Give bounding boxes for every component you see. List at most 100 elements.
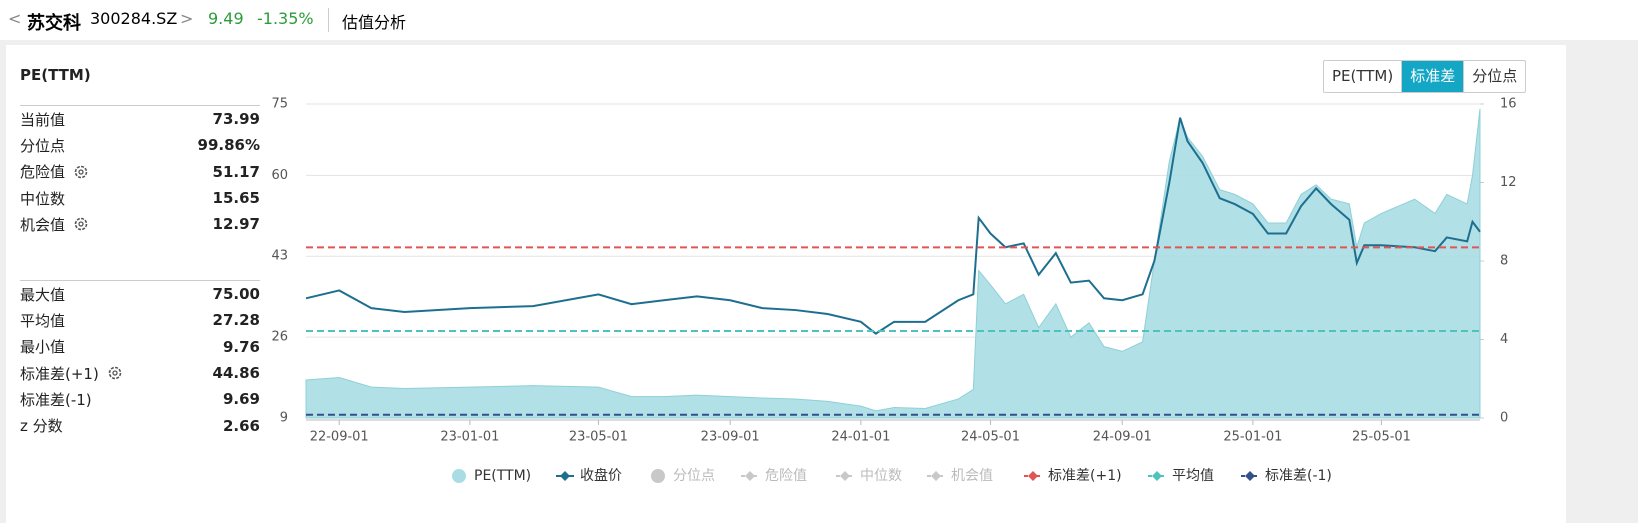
stat-value: 9.69 <box>222 390 260 409</box>
legend-marker <box>1028 471 1038 481</box>
stat-row: 最小值 9.76 <box>20 334 260 360</box>
legend-marker <box>560 471 570 481</box>
pe-area <box>305 108 1481 419</box>
stat-value: 27.28 <box>212 311 260 330</box>
legend-label[interactable]: 标准差(-1) <box>1265 468 1332 484</box>
legend-marker <box>931 471 941 481</box>
y-tick-label: 75 <box>271 97 288 112</box>
stat-row: 危险值 51.17 <box>20 159 260 185</box>
y2-tick-label: 4 <box>1500 332 1508 347</box>
stat-row: z 分数 2.66 <box>20 412 260 438</box>
legend-label[interactable]: 危险值 <box>765 468 807 484</box>
x-tick-label: 23-05-01 <box>569 430 628 445</box>
panel-title: PE(TTM) <box>20 66 91 84</box>
stat-label-wrap: 机会值 <box>20 214 89 235</box>
legend-label[interactable]: 平均值 <box>1172 468 1214 484</box>
stat-label-wrap: 最小值 <box>20 336 65 357</box>
legend-marker <box>452 469 466 483</box>
price: 9.49 <box>208 9 244 28</box>
stat-row: 标准差(-1) 9.69 <box>20 386 260 412</box>
y2-tick-label: 0 <box>1500 411 1508 426</box>
x-tick-label: 23-09-01 <box>701 430 760 445</box>
legend-label[interactable]: 标准差(+1) <box>1048 468 1122 484</box>
stat-row: 中位数 15.65 <box>20 185 260 211</box>
stat-value: 2.66 <box>222 416 260 435</box>
gear-icon[interactable] <box>73 164 89 180</box>
stats-group: 当前值 73.99 分位点 99.86% 危险值 51.17 中位数 15.65 机会值 12.9… <box>20 105 260 237</box>
x-tick-label: 25-01-01 <box>1223 430 1282 445</box>
stat-row: 分位点 99.86% <box>20 132 260 158</box>
x-tick-label: 24-01-01 <box>831 430 890 445</box>
stat-label: 分位点 <box>20 136 66 155</box>
stat-label-wrap: 最大值 <box>20 284 65 305</box>
y-tick-label: 60 <box>271 168 288 183</box>
legend-label[interactable]: 机会值 <box>951 468 993 484</box>
stat-row: 平均值 27.28 <box>20 307 260 333</box>
y2-tick-label: 8 <box>1500 254 1508 269</box>
stat-label: 最大值 <box>20 285 66 304</box>
x-tick-label: 24-05-01 <box>961 430 1020 445</box>
stats-group: 最大值 75.00 平均值 27.28 最小值 9.76 标准差(+1) 44.86 标准差(-… <box>20 280 260 439</box>
x-tick-label: 25-05-01 <box>1352 430 1411 445</box>
stat-label-wrap: 中位数 <box>20 188 65 209</box>
stat-label-wrap: 标准差(-1) <box>20 389 92 410</box>
stat-label: z 分数 <box>20 417 63 436</box>
stat-label: 平均值 <box>20 311 66 330</box>
y2-tick-label: 12 <box>1500 175 1517 190</box>
stat-value: 75.00 <box>212 285 260 304</box>
legend-marker <box>651 469 665 483</box>
stat-value: 51.17 <box>212 162 260 181</box>
price-line <box>305 117 1481 335</box>
stat-value: 44.86 <box>212 364 260 383</box>
next-arrow[interactable]: > <box>180 9 194 28</box>
stat-label: 标准差(-1) <box>20 390 92 409</box>
stat-label-wrap: 分位点 <box>20 135 65 156</box>
tab-group: PE(TTM) 标准差 分位点 <box>1323 60 1527 93</box>
gear-icon[interactable] <box>107 365 123 381</box>
stat-row: 标准差(+1) 44.86 <box>20 360 260 386</box>
stat-row: 最大值 75.00 <box>20 281 260 307</box>
stat-label: 机会值 <box>20 215 66 234</box>
stat-value: 12.97 <box>212 215 260 234</box>
stat-value: 73.99 <box>212 110 260 129</box>
stat-value: 15.65 <box>212 189 260 208</box>
legend-label[interactable]: 收盘价 <box>580 467 622 484</box>
y-tick-label: 43 <box>271 249 288 264</box>
tab[interactable]: 分位点 <box>1463 61 1525 92</box>
x-tick-label: 22-09-01 <box>310 430 369 445</box>
stat-row: 机会值 12.97 <box>20 211 260 237</box>
tab[interactable]: 标准差 <box>1401 61 1464 92</box>
change: -1.35% <box>257 9 314 28</box>
stat-label: 当前值 <box>20 110 66 129</box>
header: < 苏交科 300284.SZ > 9.49 -1.35% 估值分析 <box>0 0 1638 40</box>
x-tick-label: 23-01-01 <box>440 430 499 445</box>
legend-label[interactable]: 中位数 <box>860 468 902 484</box>
stat-label: 危险值 <box>20 163 66 182</box>
legend-marker <box>745 471 755 481</box>
y2-tick-label: 16 <box>1500 97 1517 112</box>
back-arrow[interactable]: < <box>8 9 22 28</box>
stat-value: 9.76 <box>222 337 260 356</box>
y-tick-label: 26 <box>271 330 288 345</box>
stat-label: 中位数 <box>20 189 66 208</box>
x-tick-label: 24-09-01 <box>1093 430 1152 445</box>
stat-label: 最小值 <box>20 338 66 357</box>
gear-icon[interactable] <box>73 216 89 232</box>
stat-label: 标准差(+1) <box>20 364 99 383</box>
y-tick-label: 9 <box>280 411 288 426</box>
stat-label-wrap: z 分数 <box>20 415 63 436</box>
legend-label[interactable]: 分位点 <box>673 468 715 484</box>
stat-label-wrap: 平均值 <box>20 310 65 331</box>
stat-label-wrap: 标准差(+1) <box>20 363 123 384</box>
tab[interactable]: PE(TTM) <box>1332 67 1394 85</box>
stat-label-wrap: 当前值 <box>20 109 65 130</box>
stock-name: 苏交科 <box>27 13 81 34</box>
stock-code: 300284.SZ <box>90 9 178 28</box>
divider <box>328 8 329 32</box>
section-title: 估值分析 <box>342 13 407 32</box>
stat-row: 当前值 73.99 <box>20 106 260 132</box>
legend-label[interactable]: PE(TTM) <box>474 468 531 484</box>
legend-marker <box>840 471 850 481</box>
